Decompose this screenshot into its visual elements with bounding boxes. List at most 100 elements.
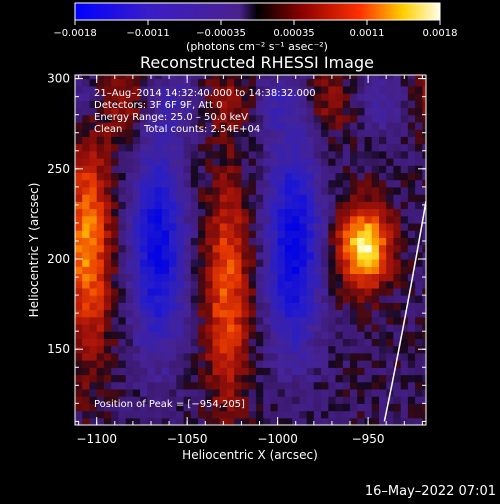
heatmap-cell: [277, 352, 286, 361]
heatmap-cell: [321, 172, 329, 181]
heatmap-cell: [357, 280, 365, 289]
heatmap-cell: [212, 85, 221, 94]
heatmap-cell: [111, 316, 119, 325]
heatmap-cell: [219, 100, 228, 109]
heatmap-cell: [147, 186, 156, 195]
heatmap-cell: [313, 316, 322, 325]
heatmap-cell: [205, 186, 214, 195]
heatmap-cell: [169, 324, 177, 332]
heatmap-cell: [400, 396, 409, 404]
heatmap-cell: [198, 338, 206, 347]
heatmap-cell: [183, 374, 192, 383]
heatmap-cell: [125, 360, 134, 368]
heatmap-cell: [82, 360, 90, 368]
heatmap-cell: [292, 222, 300, 231]
heatmap-cell: [234, 78, 242, 87]
heatmap-cell: [219, 230, 228, 238]
heatmap-cell: [161, 244, 170, 253]
heatmap-cell: [103, 316, 112, 325]
heatmap-cell: [248, 158, 257, 166]
heatmap-cell: [89, 266, 98, 274]
heatmap-cell: [335, 222, 344, 231]
heatmap-cell: [82, 396, 90, 404]
heatmap-cell: [198, 259, 206, 267]
heatmap-cell: [82, 143, 90, 152]
heatmap-cell: [132, 165, 141, 173]
heatmap-cell: [263, 121, 271, 130]
heatmap-cell: [212, 215, 221, 224]
heatmap-cell: [96, 287, 105, 296]
heatmap-cell: [379, 410, 387, 419]
heatmap-cell: [212, 309, 221, 318]
heatmap-cell: [313, 360, 322, 368]
heatmap-cell: [299, 165, 308, 173]
heatmap-cell: [364, 165, 373, 173]
heatmap-cell: [227, 410, 235, 419]
heatmap-cell: [212, 266, 221, 274]
heatmap-cell: [357, 266, 365, 274]
heatmap-cell: [125, 345, 134, 354]
heatmap-cell: [248, 410, 257, 419]
heatmap-cell: [75, 396, 83, 404]
heatmap-cell: [415, 324, 423, 332]
heatmap-cell: [89, 201, 98, 210]
heatmap-cell: [241, 143, 250, 152]
heatmap-cell: [125, 150, 134, 159]
heatmap-cell: [270, 360, 279, 368]
heatmap-cell: [321, 280, 329, 289]
heatmap-cell: [284, 222, 293, 231]
heatmap-cell: [306, 309, 315, 318]
heatmap-cell: [169, 302, 177, 311]
heatmap-cell: [96, 93, 105, 101]
heatmap-cell: [111, 114, 119, 123]
heatmap-cell: [263, 331, 271, 339]
heatmap-cell: [386, 381, 394, 390]
heatmap-cell: [328, 302, 337, 311]
heatmap-cell: [313, 78, 322, 87]
heatmap-cell: [169, 259, 177, 267]
heatmap-cell: [75, 143, 83, 152]
heatmap-cell: [140, 352, 148, 361]
heatmap-cell: [111, 338, 119, 347]
heatmap-cell: [154, 352, 163, 361]
heatmap-cell: [393, 396, 402, 404]
heatmap-cell: [241, 237, 250, 246]
heatmap-cell: [241, 251, 250, 260]
heatmap-cell: [335, 324, 344, 332]
heatmap-cell: [292, 143, 300, 152]
heatmap-cell: [140, 237, 148, 246]
heatmap-cell: [234, 158, 242, 166]
heatmap-cell: [241, 85, 250, 94]
heatmap-cell: [255, 374, 264, 383]
heatmap-cell: [176, 143, 185, 152]
heatmap-cell: [125, 165, 134, 173]
heatmap-cell: [248, 251, 257, 260]
heatmap-cell: [96, 186, 105, 195]
heatmap-cell: [169, 100, 177, 109]
heatmap-cell: [255, 208, 264, 217]
heatmap-cell: [292, 352, 300, 361]
heatmap-cell: [277, 417, 286, 425]
heatmap-cell: [96, 273, 105, 282]
heatmap-cell: [299, 201, 308, 210]
heatmap-cell: [386, 302, 394, 311]
heatmap-cell: [125, 381, 134, 390]
heatmap-cell: [299, 136, 308, 145]
heatmap-cell: [321, 410, 329, 419]
heatmap-cell: [386, 186, 394, 195]
heatmap-cell: [183, 136, 192, 145]
heatmap-cell: [400, 360, 409, 368]
heatmap-cell: [364, 121, 373, 130]
heatmap-cell: [313, 143, 322, 152]
heatmap-cell: [198, 165, 206, 173]
heatmap-cell: [241, 194, 250, 202]
heatmap-cell: [140, 158, 148, 166]
heatmap-cell: [270, 259, 279, 267]
heatmap-cell: [263, 367, 271, 376]
heatmap-cell: [154, 403, 163, 412]
heatmap-cell: [147, 316, 156, 325]
heatmap-cell: [96, 266, 105, 274]
heatmap-cell: [284, 237, 293, 246]
heatmap-cell: [219, 208, 228, 217]
heatmap-cell: [212, 417, 221, 425]
